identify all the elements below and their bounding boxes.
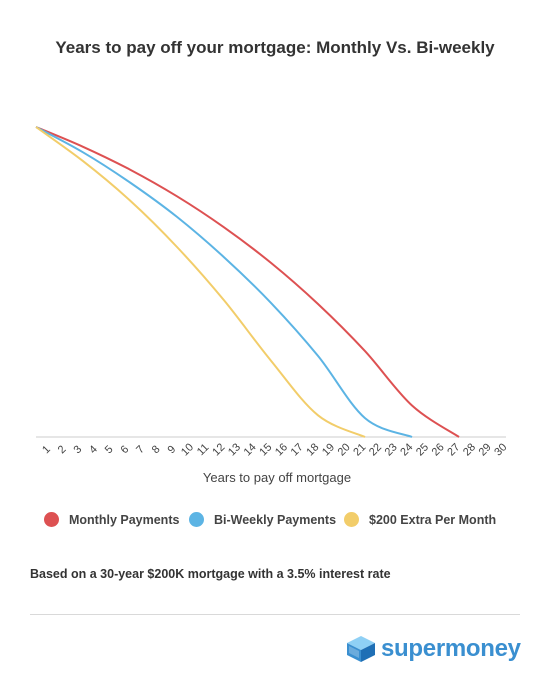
legend-swatch-monthly bbox=[44, 512, 59, 527]
legend-item-biweekly[interactable]: Bi-Weekly Payments bbox=[189, 512, 336, 527]
series-line-2 bbox=[35, 126, 366, 438]
chart-title: Years to pay off your mortgage: Monthly … bbox=[55, 38, 495, 57]
x-axis-label: Years to pay off mortgage bbox=[203, 470, 351, 485]
divider bbox=[30, 614, 520, 615]
x-tick-label: 30 bbox=[492, 441, 509, 458]
x-tick-label: 8 bbox=[150, 443, 163, 456]
brand-logo[interactable]: supermoney bbox=[345, 634, 521, 664]
brand-name: supermoney bbox=[381, 635, 521, 662]
x-tick-label: 9 bbox=[165, 443, 178, 456]
x-tick-label: 4 bbox=[87, 443, 100, 456]
series-line-0 bbox=[35, 126, 460, 438]
legend-item-extra[interactable]: $200 Extra Per Month bbox=[344, 512, 496, 527]
series-line-1 bbox=[35, 126, 413, 438]
legend-label-monthly: Monthly Payments bbox=[69, 512, 180, 527]
x-tick-labels: 1 2 3 4 5 6 7 8 9 1011121314151617181920212223242… bbox=[40, 441, 509, 458]
chart-legend: Monthly Payments Bi-Weekly Payments $200… bbox=[0, 512, 550, 534]
x-tick-label: 5 bbox=[103, 443, 116, 456]
x-tick-label: 10 bbox=[179, 441, 196, 458]
series-layer bbox=[35, 126, 460, 438]
supermoney-cube-logo-icon bbox=[347, 636, 375, 662]
x-tick-label: 6 bbox=[118, 443, 131, 456]
footnote: Based on a 30-year $200K mortgage with a… bbox=[30, 567, 391, 581]
legend-item-monthly[interactable]: Monthly Payments bbox=[44, 512, 179, 527]
legend-label-extra: $200 Extra Per Month bbox=[369, 512, 497, 527]
x-tick-label: 2 bbox=[56, 443, 69, 456]
x-tick-label: 11 bbox=[195, 442, 212, 459]
x-tick-label: 7 bbox=[134, 443, 147, 456]
legend-swatch-extra bbox=[344, 512, 359, 527]
line-chart: 1 2 3 4 5 6 7 8 9 1011121314151617181920212223242… bbox=[35, 126, 509, 485]
x-tick-label: 1 bbox=[40, 443, 53, 456]
legend-label-biweekly: Bi-Weekly Payments bbox=[214, 512, 337, 527]
legend-swatch-biweekly bbox=[189, 512, 204, 527]
x-tick-label: 3 bbox=[71, 443, 84, 456]
